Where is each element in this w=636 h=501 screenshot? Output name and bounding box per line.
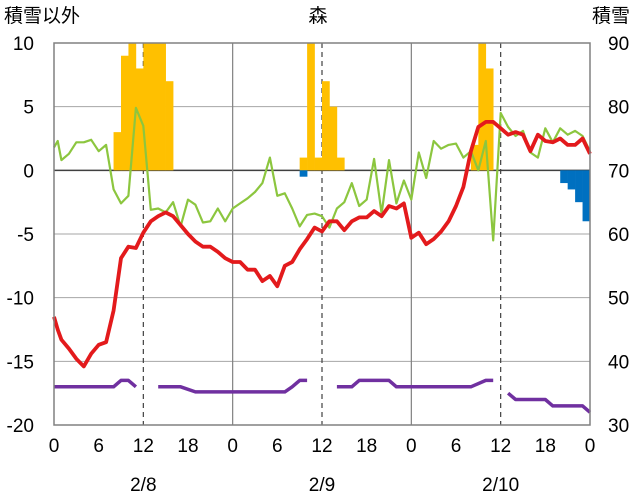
left-axis-label: 積雪以外	[4, 5, 80, 27]
date-label: 2/8	[130, 475, 156, 496]
x-tick-label: 18	[535, 436, 556, 457]
series-line-red	[52, 120, 592, 369]
x-tick-label: 0	[406, 436, 417, 457]
left-tick-label: -5	[17, 225, 34, 246]
right-tick-label: 80	[608, 98, 629, 119]
snow-decrease-bar	[567, 170, 576, 190]
right-tick-label: 60	[608, 225, 629, 246]
snowfall-bar	[165, 81, 174, 171]
left-axis-ticks: 10 5 0 -5 -10 -15 -20	[7, 34, 34, 437]
series-line-purple	[336, 378, 494, 389]
snowfall-bar	[478, 43, 487, 171]
left-tick-label: -15	[7, 352, 34, 373]
snowfall-bar	[329, 106, 338, 171]
right-tick-label: 50	[608, 289, 629, 310]
snowfall-bar	[299, 157, 308, 171]
snowfall-bar	[336, 157, 345, 171]
left-tick-label: 5	[23, 98, 34, 119]
left-tick-label: -20	[7, 416, 34, 437]
x-tick-label: 0	[49, 436, 60, 457]
series-line-purple	[158, 378, 308, 394]
x-tick-label: 18	[177, 436, 198, 457]
snow-decrease-bar	[560, 170, 568, 184]
x-tick-label: 0	[585, 436, 596, 457]
right-axis-ticks: 90 80 70 60 50 40 30	[608, 34, 629, 437]
plot-border	[53, 42, 591, 426]
snow-decrease-bar	[575, 170, 583, 203]
x-tick-label: 0	[227, 436, 238, 457]
date-labels: 2/8 2/9 2/10	[130, 475, 519, 496]
bars	[113, 43, 591, 222]
series-line-purple	[506, 391, 592, 414]
snowfall-bar	[128, 43, 137, 171]
snowfall-bar	[485, 68, 494, 171]
x-tick-label: 12	[133, 436, 154, 457]
right-tick-label: 90	[608, 34, 629, 55]
left-tick-label: -10	[7, 289, 34, 310]
x-tick-label: 6	[272, 436, 283, 457]
x-tick-label: 6	[93, 436, 104, 457]
series-line-green	[53, 106, 591, 242]
right-tick-label: 30	[608, 416, 629, 437]
x-tick-label: 6	[451, 436, 462, 457]
x-tick-label: 18	[356, 436, 377, 457]
snowfall-bar	[314, 157, 323, 171]
snowfall-bar	[121, 55, 129, 171]
snowfall-bar	[143, 43, 152, 171]
left-tick-label: 0	[23, 161, 34, 182]
snow-decrease-bar	[582, 170, 591, 222]
chart-title: 森	[308, 5, 327, 27]
date-label: 2/9	[309, 475, 335, 496]
snow-decrease-bar	[299, 170, 308, 177]
right-tick-label: 70	[608, 161, 629, 182]
plot-frame	[53, 42, 591, 426]
series-line-purple	[54, 378, 138, 389]
right-axis-label: 積雪	[592, 5, 630, 27]
x-tick-label: 12	[490, 436, 511, 457]
snowfall-bar	[322, 81, 330, 171]
right-tick-label: 40	[608, 352, 629, 373]
snowfall-bar	[158, 43, 166, 171]
series-lines	[52, 106, 592, 414]
x-axis-ticks: 0 6 12 18 0 6 12 18 0 6 12 18 0	[49, 436, 596, 457]
snowfall-bar	[150, 43, 159, 171]
snowfall-bar	[307, 43, 315, 171]
x-tick-label: 12	[311, 436, 332, 457]
snowfall-bar	[470, 144, 479, 171]
date-label: 2/10	[482, 475, 519, 496]
snowfall-bar	[113, 132, 122, 171]
left-tick-label: 10	[13, 34, 34, 55]
